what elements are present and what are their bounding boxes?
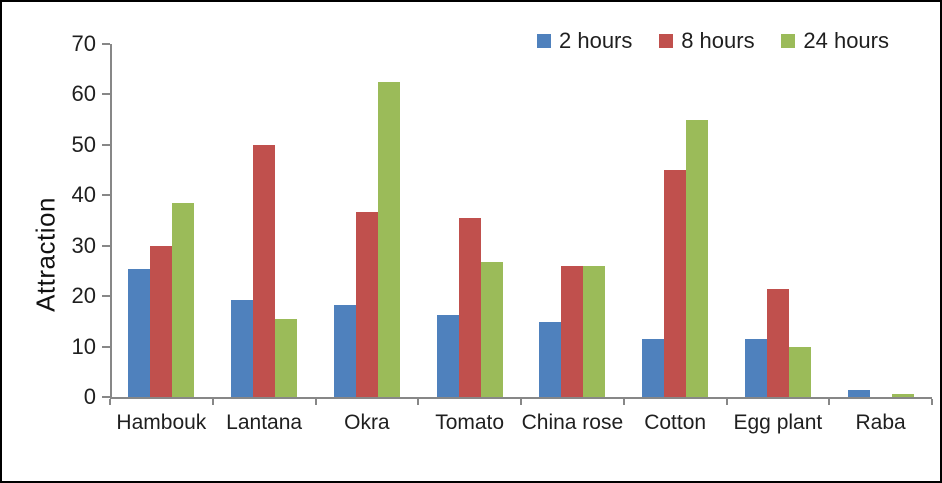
bar-24-hours [377,82,400,397]
bar-2-hours [744,338,767,397]
bar-8-hours [150,245,173,397]
bar-2-hours [642,339,665,397]
y-tick-label: 50 [71,131,96,157]
y-tick-label: 70 [71,31,96,56]
category-label: China rose [521,411,624,434]
x-tick-mark [212,399,214,405]
y-tick-label: 30 [71,232,96,258]
bar-8-hours [766,289,789,397]
y-tick-mark [102,345,110,348]
bar-8-hours [664,170,687,397]
bar-2-hours [231,299,254,397]
x-tick-mark [726,399,728,405]
bar-group-cotton [624,44,727,397]
bar-group-china-rose [521,44,624,397]
category-label: Cotton [644,411,707,434]
x-tick-mark [315,399,317,405]
y-axis-line [110,44,112,397]
bar-8-hours [561,265,584,397]
x-tick-mark [520,399,522,405]
bar-8-hours [458,217,481,397]
legend-color-swatch-icon [659,34,674,48]
category-label: Lantana [226,411,303,434]
y-tick-mark [102,43,110,45]
legend-label: 24 hours [803,28,889,53]
y-tick-mark [102,295,110,298]
x-tick-mark [109,399,111,405]
category-label: Okra [344,411,390,434]
x-tick-mark [417,399,419,405]
x-tick-mark [931,399,933,405]
bar-group-egg-plant [727,44,830,397]
y-tick-mark [102,143,110,146]
bar-8-hours [253,144,276,397]
y-tick-label: 20 [71,283,96,309]
bar-group-okra [316,44,419,397]
bar-group-raba [829,44,932,397]
legend-color-swatch-icon [537,34,551,48]
legend-label: 2 hours [559,28,633,53]
bar-24-hours [583,265,606,397]
bar-24-hours [480,262,503,397]
legend-label: 8 hours [681,28,755,53]
legend-item-8-hours: 8 hours [659,28,755,54]
y-tick-label: 40 [71,182,96,208]
x-axis-line [110,397,932,399]
y-tick-label: 10 [71,333,96,359]
bar-8-hours [355,211,378,397]
bar-2-hours [436,315,459,397]
bar-2-hours [539,321,562,397]
y-tick-mark [102,93,110,96]
bar-2-hours [333,304,356,397]
legend: 2 hours 8 hours 24 hours [537,28,889,54]
bar-24-hours [686,119,709,397]
bar-24-hours [275,318,298,397]
y-tick-mark [102,194,110,197]
bar-24-hours [788,346,811,397]
x-tick-mark [623,399,625,405]
category-label: Hambouk [116,411,207,434]
category-label: Raba [855,411,906,434]
category-label: Egg plant [733,411,823,434]
bar-group-hambouk [110,44,213,397]
bar-2-hours [128,269,151,397]
bar-group-tomato [418,44,521,397]
bar-24-hours [172,203,195,397]
legend-item-24-hours: 24 hours [781,28,889,54]
bar-group-lantana [213,44,316,397]
bar-24-hours [891,394,914,397]
category-label: Tomato [435,411,505,434]
x-tick-mark [828,399,830,405]
legend-color-swatch-icon [781,34,796,48]
plot-area [102,43,933,405]
y-tick-mark [102,396,110,398]
y-tick-label: 60 [71,81,96,107]
y-tick-label: 0 [83,384,96,409]
legend-item-2-hours: 2 hours [537,28,632,54]
y-tick-mark [102,244,110,247]
bar-2-hours [847,390,870,397]
